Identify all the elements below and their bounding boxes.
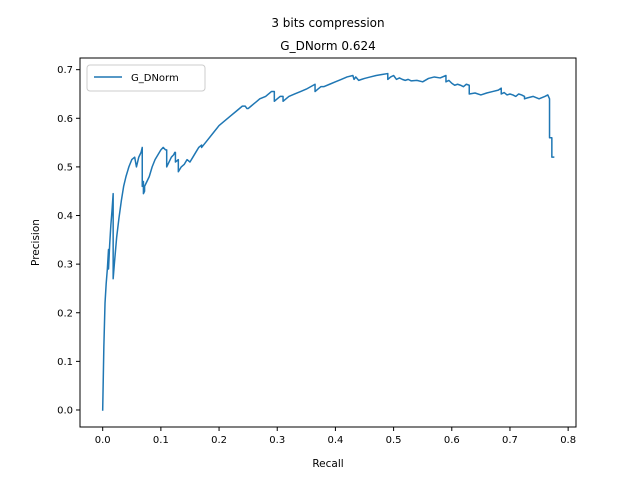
y-tick-label: 0.0 bbox=[57, 405, 73, 416]
y-tick-label: 0.5 bbox=[57, 162, 73, 173]
x-tick-label: 0.4 bbox=[327, 435, 343, 446]
x-axis-ticks: 0.0 0.1 0.2 0.3 0.4 0.5 0.6 0.7 0.8 bbox=[95, 427, 576, 446]
chart-title-line-1: 3 bits compression bbox=[271, 16, 384, 30]
x-tick-label: 0.6 bbox=[444, 435, 460, 446]
x-tick-label: 0.7 bbox=[502, 435, 518, 446]
y-axis-ticks: 0.0 0.1 0.2 0.3 0.4 0.5 0.6 0.7 bbox=[57, 65, 80, 416]
y-tick-label: 0.7 bbox=[57, 65, 73, 76]
x-tick-label: 0.3 bbox=[269, 435, 285, 446]
chart-title-line-2: G_DNorm 0.624 bbox=[280, 39, 375, 53]
legend-box bbox=[86, 64, 206, 92]
y-tick-label: 0.1 bbox=[57, 357, 73, 368]
plot-area bbox=[80, 58, 576, 427]
y-axis-label: Precision bbox=[30, 219, 42, 266]
y-tick-label: 0.4 bbox=[57, 211, 73, 222]
legend: G_DNorm bbox=[86, 64, 206, 92]
y-tick-label: 0.2 bbox=[57, 308, 73, 319]
series-line-g-dnorm bbox=[101, 72, 555, 411]
plot-frame bbox=[79, 57, 577, 428]
y-tick-label: 0.3 bbox=[57, 260, 73, 271]
x-tick-label: 0.2 bbox=[211, 435, 227, 446]
x-tick-label: 0.0 bbox=[95, 435, 111, 446]
legend-entry-label: G_DNorm bbox=[131, 73, 179, 84]
x-tick-label: 0.8 bbox=[560, 435, 576, 446]
y-tick-label: 0.6 bbox=[57, 114, 73, 125]
x-tick-label: 0.5 bbox=[386, 435, 402, 446]
x-axis-label: Recall bbox=[312, 458, 343, 470]
series-layer bbox=[101, 72, 555, 411]
x-tick-label: 0.1 bbox=[153, 435, 169, 446]
